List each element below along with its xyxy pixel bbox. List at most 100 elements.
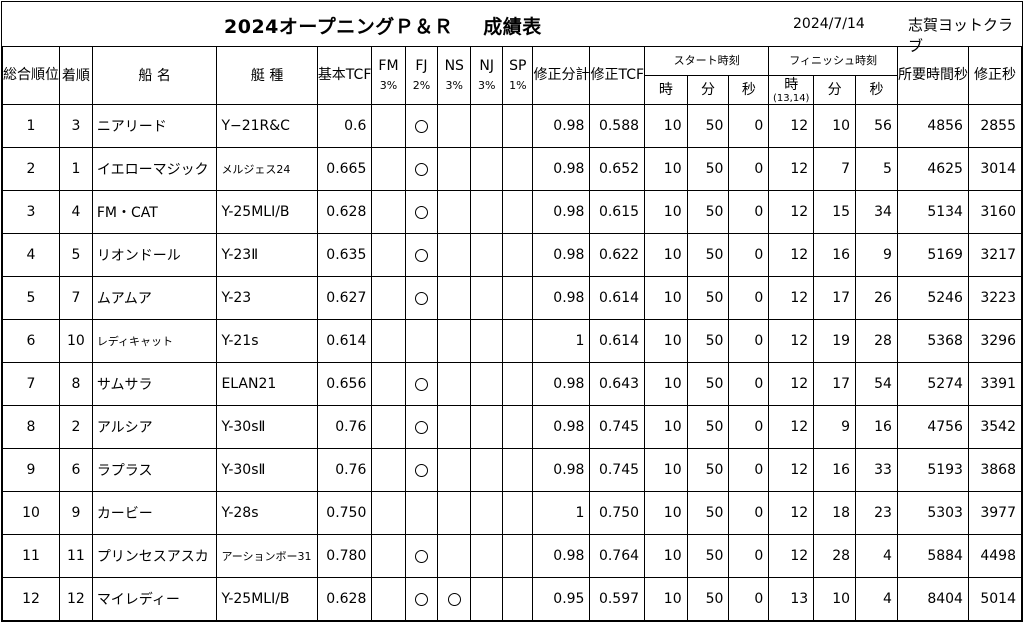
sp-cell [502,448,534,492]
boat-type-cell: アーションボー31 [216,534,318,578]
fm-cell [371,147,406,191]
boat-type-cell: Y-25MLI/B [216,577,318,621]
corrected-cell: 3217 [967,233,1023,277]
corrected-cell: 3296 [967,319,1023,363]
fm-cell [371,104,406,148]
finish-order-cell: 7 [59,276,93,320]
fm-cell [371,319,406,363]
finish-order-cell: 8 [59,362,93,406]
nj-cell [470,534,504,578]
title-race: 2024オープニングＰ＆Ｒ [224,16,454,38]
start-minute-cell: 50 [686,405,730,449]
base-tcf-cell: 0.750 [316,491,373,535]
finish-second-cell: 33 [855,448,898,492]
start-second-cell: 0 [728,233,770,277]
rank-cell: 8 [2,405,60,449]
start-hour-cell: 10 [644,534,688,578]
elapsed-cell: 5884 [896,534,969,578]
fm-cell [371,362,406,406]
fm-cell [371,491,406,535]
boat-type-cell: Y-23Ⅱ [216,233,318,277]
start-second-cell: 0 [728,491,770,535]
finish-order-cell: 2 [59,405,93,449]
boat-type-cell: Y-28s [216,491,318,535]
nj-cell [470,104,504,148]
table-row: 3 4 FM・CAT Y-25MLI/B 0.628 0.98 0.615 10 50 0 12 15… [2,190,1023,234]
boat-type-cell: Y-25MLI/B [216,190,318,234]
col-elapsed: 所要時間秒 [896,46,969,105]
finish-order-cell: 9 [59,491,93,535]
table-row: 10 9 カービー Y-28s 0.750 1 0.750 10 50 0 12 18 23 5303 39… [2,491,1023,535]
start-minute-cell: 50 [686,233,730,277]
finish-hour-cell: 13 [768,577,815,621]
rank-cell: 3 [2,190,60,234]
base-tcf-cell: 0.614 [316,319,373,363]
finish-hour-cell: 12 [768,448,815,492]
elapsed-cell: 5193 [896,448,969,492]
start-hour-cell: 10 [644,405,688,449]
finish-order-cell: 4 [59,190,93,234]
finish-order-cell: 1 [59,147,93,191]
corrected-cell: 3868 [967,448,1023,492]
col-adj-factor: 修正分計 [532,46,591,105]
col-finish-order: 着順 [59,46,93,105]
adj-tcf-cell: 0.622 [589,233,646,277]
adj-tcf-cell: 0.745 [589,448,646,492]
circle-mark-icon [414,162,428,176]
base-tcf-cell: 0.628 [316,577,373,621]
finish-minute-cell: 16 [813,233,857,277]
col-base-tcf: 基本TCF [316,46,373,105]
fm-cell [371,276,406,320]
finish-second-cell: 54 [855,362,898,406]
results-table: 総合順位 着順 船 名 艇 種 基本TCF FM 3% FJ 2% NS 3% NJ 3… [2,46,1023,621]
table-row: 6 10 レディキャット Y-21s 0.614 1 0.614 10 50 0 12 19 28 536… [2,319,1023,363]
finish-minute-cell: 9 [813,405,857,449]
ns-cell [437,577,472,621]
results-body: 1 3 ニアリード Y−21R&C 0.6 0.98 0.588 10 50 0 12 10 56 485… [2,104,1023,621]
finish-minute-cell: 16 [813,448,857,492]
boat-type-cell: メルジェス24 [216,147,318,191]
col-nj: NJ 3% [470,46,504,105]
fm-cell [371,233,406,277]
fj-cell [404,147,439,191]
finish-hour-cell: 12 [768,534,815,578]
start-minute-cell: 50 [686,534,730,578]
col-start-minute: 分 [686,75,730,105]
ns-cell [437,104,472,148]
finish-second-cell: 26 [855,276,898,320]
ns-cell [437,276,472,320]
elapsed-cell: 4856 [896,104,969,148]
finish-hour-cell: 12 [768,233,815,277]
adj-tcf-cell: 0.764 [589,534,646,578]
sp-cell [502,190,534,234]
boat-type-cell: ELAN21 [216,362,318,406]
start-minute-cell: 50 [686,276,730,320]
table-row: 11 11 プリンセスアスカ アーションボー31 0.780 0.98 0.764 10 50 0… [2,534,1023,578]
col-rank: 総合順位 [2,46,60,105]
circle-mark-icon [414,463,428,477]
elapsed-cell: 5246 [896,276,969,320]
rank-cell: 5 [2,276,60,320]
boat-name-cell: マイレディー [91,577,218,621]
base-tcf-cell: 0.6 [316,104,373,148]
circle-mark-icon [414,119,428,133]
finish-hour-cell: 12 [768,147,815,191]
fj-cell [404,276,439,320]
sp-cell [502,104,534,148]
col-sp: SP 1% [502,46,534,105]
finish-order-cell: 3 [59,104,93,148]
adj-factor-cell: 0.95 [532,577,591,621]
fj-cell [404,448,439,492]
circle-mark-icon [414,420,428,434]
adj-factor-cell: 0.98 [532,104,591,148]
boat-name-cell: サムサラ [91,362,218,406]
nj-cell [470,491,504,535]
finish-minute-cell: 7 [813,147,857,191]
circle-mark-icon [447,592,461,606]
col-boat-name: 船 名 [91,46,218,105]
ns-cell [437,362,472,406]
base-tcf-cell: 0.635 [316,233,373,277]
finish-minute-cell: 10 [813,577,857,621]
adj-tcf-cell: 0.588 [589,104,646,148]
base-tcf-cell: 0.665 [316,147,373,191]
